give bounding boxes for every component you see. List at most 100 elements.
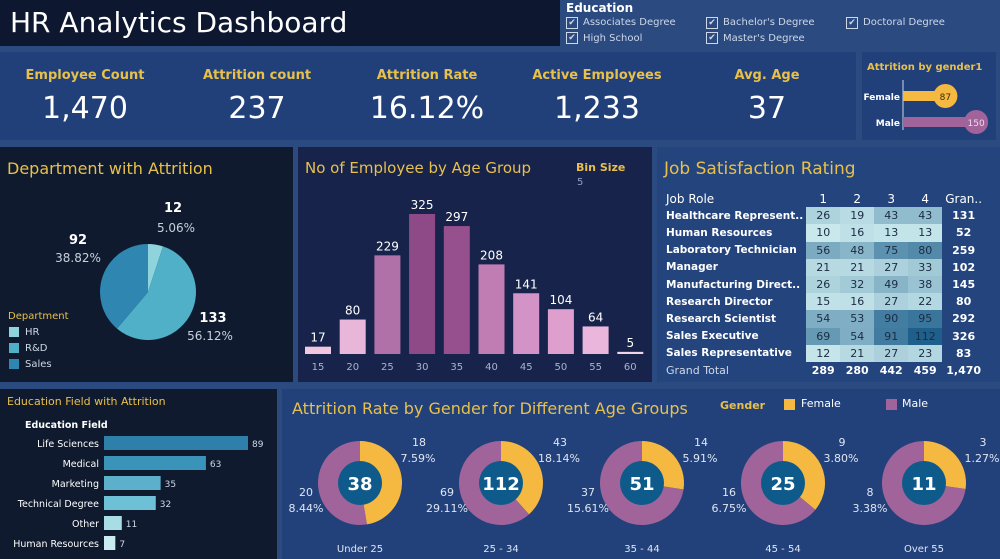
female-percent: 7.59% xyxy=(401,452,436,465)
age-bar-chart: 17 15 80 20 229 25 325 30 297 35 208 40 141 45 104 50 64… xyxy=(305,198,644,373)
kpi-panel: Employee Count 1,470 Attrition count 237 A… xyxy=(0,52,856,140)
column-header: 3 xyxy=(887,191,896,206)
legend-label: Sales xyxy=(25,358,52,370)
heatmap-cell: 23 xyxy=(908,344,943,362)
data-label: 35 xyxy=(165,480,176,490)
bar xyxy=(104,456,206,470)
bar xyxy=(409,214,436,354)
bar xyxy=(443,226,470,354)
x-tick-label: 60 xyxy=(624,362,637,373)
age-group-label: 35 - 44 xyxy=(624,544,659,555)
donut-total: 25 xyxy=(770,474,795,495)
checkbox-icon[interactable]: ✔ xyxy=(566,32,578,45)
attrition-gender-age-panel: Attrition Rate by Gender for Different A… xyxy=(282,389,1000,559)
data-label: 87 xyxy=(940,93,951,103)
chart-title: Education Field with Attrition xyxy=(7,395,166,408)
education-field-bar-chart: Life Sciences 89 Medical 63 Marketing 35 Techn… xyxy=(13,436,264,550)
education-field-panel: Education Field with Attrition Education… xyxy=(0,389,277,559)
kpi-label: Employee Count xyxy=(25,68,145,83)
female-count: 3 xyxy=(980,436,987,449)
donut-total: 51 xyxy=(629,474,654,495)
male-percent: 8.44% xyxy=(289,502,324,515)
donut-male-slice xyxy=(459,441,529,525)
female-percent: 18.14% xyxy=(538,452,580,465)
x-tick-label: 50 xyxy=(555,362,568,373)
column-total: 280 xyxy=(845,363,869,377)
bar xyxy=(617,351,644,354)
column-header: Job Role xyxy=(666,191,715,206)
heatmap-cell: 10 xyxy=(806,224,841,242)
heatmap-cell: 16 xyxy=(840,224,875,242)
age-group-label: Over 55 xyxy=(904,544,944,555)
heatmap-cell: 19 xyxy=(840,207,875,225)
x-tick-label: 55 xyxy=(589,362,602,373)
heatmap-cell: 56 xyxy=(806,241,841,259)
bar-label: Medical xyxy=(63,459,99,470)
bin-size-label: Bin Size xyxy=(576,161,626,174)
heatmap-cell: 32 xyxy=(840,275,875,294)
bar xyxy=(104,496,156,510)
job-satisfaction-panel: Job Satisfaction Rating Job Role 1 2 3 4 Gran… xyxy=(657,147,1000,382)
female-percent: 3.80% xyxy=(824,452,859,465)
heatmap-cell: 90 xyxy=(874,310,909,328)
data-label: 11 xyxy=(126,520,137,530)
row-label: Research Director xyxy=(666,295,773,308)
male-percent: 6.75% xyxy=(712,502,747,515)
row-total: 292 xyxy=(952,312,976,326)
row-label: Human Resources xyxy=(666,226,773,239)
data-label: 17 xyxy=(310,331,325,345)
heatmap-cell: 43 xyxy=(908,207,943,225)
legend-swatch-female xyxy=(784,399,795,410)
bar-label: Marketing xyxy=(52,479,99,490)
female-count: 43 xyxy=(553,436,567,449)
education-option[interactable]: ✔ Doctoral Degree xyxy=(846,15,986,31)
row-label: Research Scientist xyxy=(666,312,777,325)
heatmap-cell: 26 xyxy=(806,207,841,225)
education-option[interactable]: ✔ Associates Degree xyxy=(566,15,706,31)
male-count: 8 xyxy=(867,486,874,499)
x-tick-label: 15 xyxy=(312,362,325,373)
female-percent: 5.91% xyxy=(683,452,718,465)
donut-male-slice xyxy=(882,441,966,525)
grand-total-row: Grand Total 289 280 442 459 1,470 xyxy=(663,362,985,379)
column-header: Gran.. xyxy=(945,191,983,206)
heatmap-cell: 27 xyxy=(874,258,909,276)
legend-swatch xyxy=(9,359,19,369)
chart-title: Attrition Rate by Gender for Different A… xyxy=(292,399,688,418)
x-tick-label: 40 xyxy=(485,362,498,373)
legend-swatch xyxy=(9,327,19,337)
bar xyxy=(104,536,116,550)
bar-label: Life Sciences xyxy=(37,439,99,450)
pie-slice xyxy=(116,246,196,340)
row-total: 145 xyxy=(952,278,976,292)
checkbox-icon[interactable]: ✔ xyxy=(566,16,578,29)
chart-title: Job Satisfaction Rating xyxy=(664,159,856,179)
checkbox-icon[interactable]: ✔ xyxy=(706,32,718,45)
legend-title: Department xyxy=(8,311,69,322)
data-label: 5 xyxy=(626,336,634,350)
kpi-label: Attrition count xyxy=(202,68,312,83)
male-count: 69 xyxy=(440,486,454,499)
donut-female-slice xyxy=(642,441,684,490)
bin-size-value[interactable]: 5 xyxy=(577,177,584,188)
education-option[interactable]: ✔ High School xyxy=(566,31,706,47)
job-satisfaction-heatmap: Job Role 1 2 3 4 Gran.. Healthcare Represent..… xyxy=(663,190,985,379)
education-option[interactable]: ✔ Bachelor's Degree xyxy=(706,15,846,31)
kpi-label: Attrition Rate xyxy=(376,68,478,83)
education-option[interactable]: ✔ Master's Degree xyxy=(706,31,846,47)
row-total: 83 xyxy=(955,346,972,360)
checkbox-icon[interactable]: ✔ xyxy=(846,16,858,29)
heatmap-cell: 27 xyxy=(874,293,909,311)
bar xyxy=(903,117,977,127)
male-percent: 29.11% xyxy=(426,502,468,515)
data-label: 89 xyxy=(252,440,264,450)
slice-percent: 5.06% xyxy=(157,221,195,235)
checkbox-icon[interactable]: ✔ xyxy=(706,16,718,29)
x-tick-label: 25 xyxy=(381,362,394,373)
row-label: Sales Representative xyxy=(666,347,792,360)
education-filter: Education ✔ Associates Degree ✔ Bachelor's … xyxy=(566,1,996,46)
donut-male-slice xyxy=(741,441,816,525)
education-filter-title: Education xyxy=(566,1,634,15)
heatmap-cell: 21 xyxy=(806,258,841,276)
slice-value: 12 xyxy=(164,201,182,216)
